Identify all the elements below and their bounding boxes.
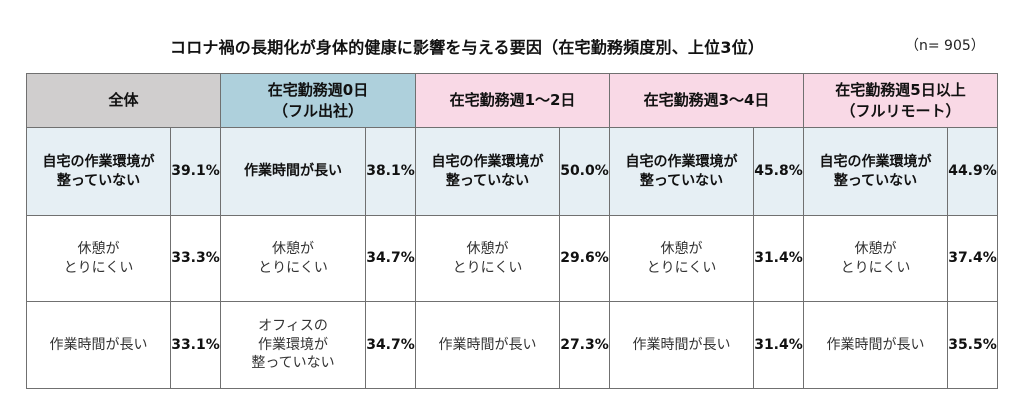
group-header: 在宅勤務週3～4日 [609,73,804,128]
factor-percentage: 29.6% [559,215,610,302]
factor-percentage: 34.7% [365,301,416,389]
rank-row-2: 休憩が とりにくい 33.3% 休憩が とりにくい 34.7% 休憩が とりにくい 29.… [26,215,998,302]
factor-label-cell: 作業時間が長い [26,301,171,389]
factor-percentage: 45.8% [753,127,804,216]
group-header-label: 在宅勤務週0日 （フル出社） [267,81,369,120]
factor-label: 休憩が とりにくい [840,240,911,276]
factor-percentage: 39.1% [170,127,221,216]
factor-label-cell: 休憩が とりにくい [26,215,171,302]
factor-percentage: 27.3% [559,301,610,389]
group-header-label: 在宅勤務週3～4日 [643,91,770,110]
factor-label-cell: 作業時間が長い [220,127,366,216]
sample-size-note: （n= 905） [905,38,985,54]
factor-percentage: 33.1% [170,301,221,389]
group-header-label: 在宅勤務週1～2日 [449,91,576,110]
factor-label-cell: 作業時間が長い [609,301,754,389]
factor-label-cell: 作業時間が長い [415,301,560,389]
group-header: 在宅勤務週1～2日 [415,73,610,128]
factor-label: 作業時間が長い [438,336,537,353]
factor-label: 作業時間が長い [244,163,342,180]
factor-percentage: 50.0% [559,127,610,216]
factor-percentage: 37.4% [947,215,998,302]
chart-title: コロナ禍の長期化が身体的健康に影響を与える要因（在宅勤務頻度別、上位3位） [170,38,765,57]
group-header: 在宅勤務週5日以上 （フルリモート） [803,73,998,128]
group-header-label: 全体 [108,91,139,110]
factor-percentage: 31.4% [753,215,804,302]
factor-label-cell: 自宅の作業環境が 整っていない [26,127,171,216]
header-row: 全体 在宅勤務週0日 （フル出社） 在宅勤務週1～2日 在宅勤務週3～4日 在宅勤務週5… [26,73,998,128]
factor-label-cell: 作業時間が長い [803,301,948,389]
factor-label-cell: オフィスの 作業環境が 整っていない [220,301,366,389]
factor-label: 作業時間が長い [632,336,731,353]
rank-row-1: 自宅の作業環境が 整っていない 39.1% 作業時間が長い 38.1% 自宅の作業環境が… [26,127,998,216]
factor-label: 自宅の作業環境が 整っていない [42,153,155,189]
factor-label-cell: 休憩が とりにくい [803,215,948,302]
factor-label: 自宅の作業環境が 整っていない [625,153,738,189]
factor-label-cell: 自宅の作業環境が 整っていない [803,127,948,216]
group-header: 全体 [26,73,221,128]
factor-label: 休憩が とりにくい [646,240,717,276]
factor-label-cell: 休憩が とりにくい [415,215,560,302]
factor-label: 自宅の作業環境が 整っていない [431,153,544,189]
factor-percentage: 44.9% [947,127,998,216]
factor-percentage: 33.3% [170,215,221,302]
group-header-label: 在宅勤務週5日以上 （フルリモート） [835,81,966,120]
factor-label: 作業時間が長い [826,336,925,353]
factor-label-cell: 自宅の作業環境が 整っていない [609,127,754,216]
factor-percentage: 31.4% [753,301,804,389]
ranking-table: 全体 在宅勤務週0日 （フル出社） 在宅勤務週1～2日 在宅勤務週3～4日 在宅勤務週5… [26,73,998,389]
factor-percentage: 35.5% [947,301,998,389]
group-header: 在宅勤務週0日 （フル出社） [220,73,416,128]
factor-label: 休憩が とりにくい [452,240,523,276]
factor-label-cell: 自宅の作業環境が 整っていない [415,127,560,216]
factor-label: オフィスの 作業環境が 整っていない [251,317,335,372]
factor-label: 自宅の作業環境が 整っていない [819,153,932,189]
factor-label: 休憩が とりにくい [258,240,328,276]
rank-row-3: 作業時間が長い 33.1% オフィスの 作業環境が 整っていない 34.7% 作業時間が… [26,301,998,389]
factor-label-cell: 休憩が とりにくい [609,215,754,302]
factor-label-cell: 休憩が とりにくい [220,215,366,302]
factor-label: 休憩が とりにくい [63,240,134,276]
factor-percentage: 38.1% [365,127,416,216]
factor-percentage: 34.7% [365,215,416,302]
factor-label: 作業時間が長い [49,336,148,353]
table-body: 全体 在宅勤務週0日 （フル出社） 在宅勤務週1～2日 在宅勤務週3～4日 在宅勤務週5… [26,73,998,389]
